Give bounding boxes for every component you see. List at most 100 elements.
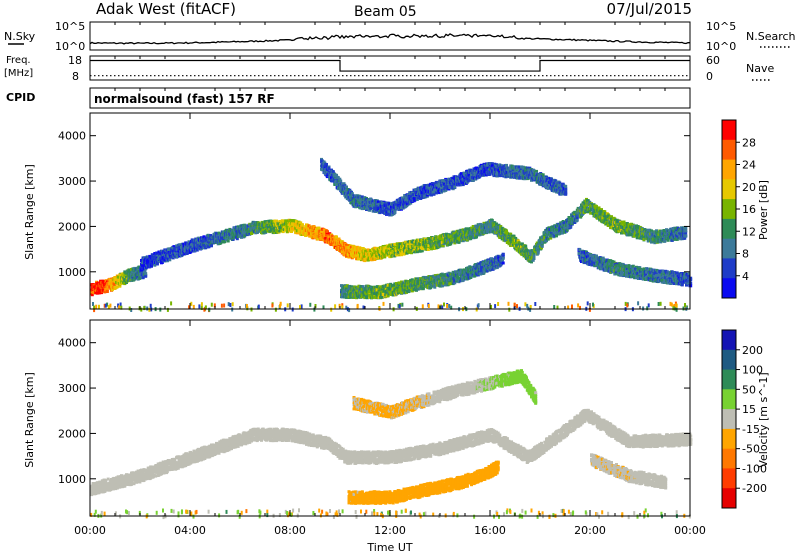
echo-cell [536,251,540,255]
echo-cell [152,256,156,259]
echo-cell [280,223,284,227]
echo-cell [684,229,688,233]
echo-cell [182,242,186,246]
echo-cell [291,222,295,226]
echo-cell [175,255,179,259]
echo-cell [243,234,247,238]
noise-left-tick-bottom: 10^0 [55,40,85,53]
echo-cell [94,291,98,295]
echo-cell [140,262,144,266]
nave-label: Nave [746,62,774,75]
echo-cell [202,235,206,239]
echo-cell [98,291,102,295]
cpid-label: CPID [6,91,35,104]
echo-cell [113,282,117,286]
echo-cell [210,244,213,248]
echo-cell [267,219,271,223]
echo-cell [124,273,128,277]
echo-cell [103,290,107,294]
echo-cell [109,286,113,290]
echo-cell [308,234,312,238]
echo-cell [226,239,230,243]
echo-cell [95,280,98,284]
echo-cell [315,231,318,235]
echo-cell [144,272,148,276]
noise-right-tick-bottom: 10^0 [706,40,736,53]
echo-cell [228,227,232,231]
echo-cell [187,242,191,246]
echo-cell [278,220,282,223]
echo-cell [180,251,184,255]
echo-cell [206,240,210,244]
echo-cell [123,270,127,274]
echo-cell [242,230,246,233]
freq-panel-frame [89,55,691,81]
echo-cell [190,238,194,242]
echo-cell [524,244,528,248]
echo-cell [285,230,289,234]
noise-right-tick-top: 10^5 [706,20,736,33]
echo-cell [267,224,271,228]
echo-cell [166,247,170,251]
echo-cell [170,251,174,255]
freq-right-tick-top: 60 [706,54,720,67]
echo-cell [168,258,172,262]
echo-cell [175,249,179,253]
echo-cell [273,228,277,232]
echo-cell [250,231,254,235]
echo-cell [143,269,147,273]
echo-cell [172,245,176,249]
echo-cell [250,224,253,228]
noise-trace [89,33,691,45]
echo-cell [540,244,544,248]
echo-cell [99,289,103,293]
echo-cell [144,273,148,277]
echo-cell [95,291,99,295]
echo-feature-1 [140,197,688,272]
echo-cell [285,225,289,229]
echo-cell [151,257,155,261]
echo-cell [220,234,224,238]
echo-cell [271,219,275,223]
echo-cell [190,248,193,252]
echo-cell [260,227,263,231]
echo-cell [121,278,125,282]
freq-right-tick-bottom: 0 [706,70,713,83]
echo-cell [141,276,145,280]
echo-cell [266,229,270,233]
echo-cell [166,249,170,253]
echo-cell [163,248,167,252]
echo-cell [123,281,127,285]
echo-cell [186,246,190,250]
noise-left-tick-top: 10^5 [55,20,85,33]
power-data-layer [90,157,693,313]
echo-cell [314,233,318,237]
echo-cell [174,252,178,256]
echo-cell [300,226,303,230]
echo-cell [278,229,282,233]
echo-cell [127,268,131,272]
freq-left-label: Freq. [6,55,31,66]
echo-cell [143,262,147,266]
echo-cell [532,255,536,259]
echo-cell [146,255,150,259]
date-title: 07/Jul/2015 [607,0,692,18]
echo-cell [273,231,277,234]
echo-cell [165,257,168,261]
echo-cell [191,248,195,252]
echo-cell [195,248,199,252]
echo-cell [214,237,218,241]
echo-cell [277,224,281,228]
freq-left-unit: [MHz] [4,68,33,79]
echo-cell [160,261,164,264]
echo-cell [136,277,140,281]
echo-cell [239,227,243,231]
echo-cell [306,232,310,236]
echo-cell [118,284,122,288]
noise-left-label: N.Sky [4,30,36,43]
echo-cell [273,219,277,223]
echo-cell [575,218,579,222]
echo-cell [251,224,255,228]
echo-cell [253,227,257,231]
noise-right-label: N.Search [746,30,796,43]
